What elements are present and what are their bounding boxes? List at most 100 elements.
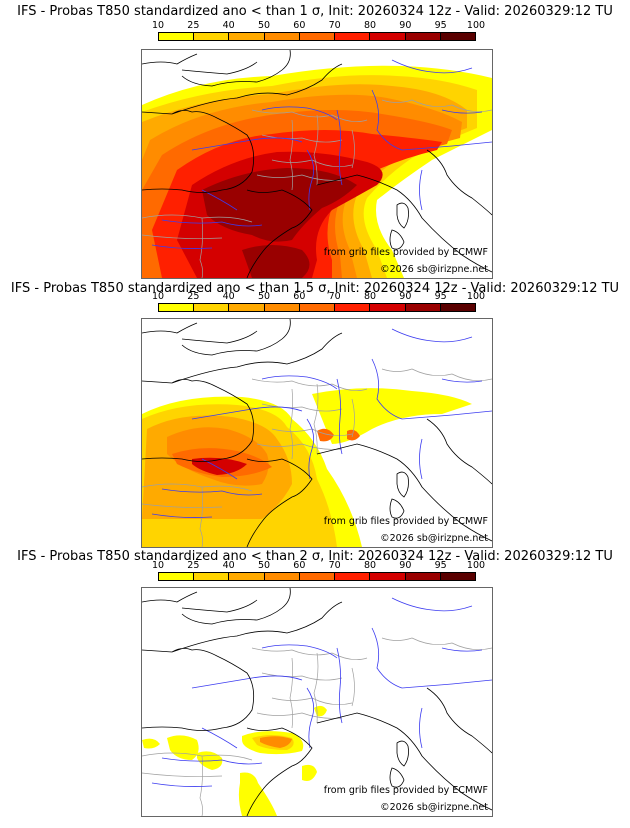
colorbar-tick-label: 10 xyxy=(151,560,165,571)
credit-ecmwf: from grib files provided by ECMWF xyxy=(323,516,488,527)
colorbar-ticks: 10 25 40 50 60 70 80 90 95 100 xyxy=(152,291,485,302)
coastline xyxy=(142,332,492,547)
colorbar-tick-label: 100 xyxy=(466,291,486,302)
colorbar-segment xyxy=(370,304,406,311)
italy-coastline xyxy=(426,149,492,216)
colorbar-segment xyxy=(370,33,406,40)
colorbar-tick-label: 70 xyxy=(328,560,341,571)
colorbar-tick-label: 25 xyxy=(187,291,200,302)
colorbar-tick-label: 90 xyxy=(399,20,412,31)
chart-title: IFS - Probas T850 standardized ano < tha… xyxy=(17,4,613,19)
colorbar-tick-label: 70 xyxy=(328,291,341,302)
colorbar-tick-label: 40 xyxy=(222,291,235,302)
colorbar-tick-label: 10 xyxy=(151,20,165,31)
colorbar-segment xyxy=(299,33,336,40)
credit-ecmwf: from grib files provided by ECMWF xyxy=(323,247,488,258)
colorbar-segment xyxy=(229,304,265,311)
colorbar-ticks: 10 25 40 50 60 70 80 90 95 100 xyxy=(152,20,485,31)
colorbar-segment xyxy=(405,33,441,40)
colorbar-tick-label: 40 xyxy=(222,560,235,571)
map-svg xyxy=(142,588,492,816)
colorbar-tick-label: 10 xyxy=(151,291,165,302)
map-plot: from grib files provided by ECMWF ©2026 … xyxy=(141,587,493,817)
credit-ecmwf: from grib files provided by ECMWF xyxy=(323,785,488,796)
coastline xyxy=(142,601,492,816)
colorbar-tick-label: 100 xyxy=(466,20,486,31)
colorbar-segment xyxy=(194,304,230,311)
colorbar-segment xyxy=(405,573,441,580)
colorbar-tick-label: 70 xyxy=(328,20,341,31)
map-svg xyxy=(142,50,492,278)
colorbar-tick-label: 25 xyxy=(187,560,200,571)
coastline xyxy=(142,63,492,278)
colorbar-tick-label: 60 xyxy=(293,20,306,31)
colorbar xyxy=(158,572,476,581)
colorbar-tick-label: 80 xyxy=(363,20,377,31)
uk-coastline xyxy=(142,50,291,87)
credit-copyright: ©2026 sb@irizpne.net xyxy=(380,533,488,544)
colorbar-tick-label: 40 xyxy=(222,20,235,31)
probability-contour xyxy=(202,168,357,242)
colorbar-segment xyxy=(299,304,336,311)
colorbar-segment xyxy=(159,304,195,311)
colorbar-segment xyxy=(229,573,265,580)
credit-copyright: ©2026 sb@irizpne.net xyxy=(380,264,488,275)
colorbar-segment xyxy=(159,573,195,580)
colorbar-segment xyxy=(405,304,441,311)
colorbar-segment xyxy=(264,304,300,311)
colorbar-tick-label: 60 xyxy=(293,560,306,571)
probability-contour xyxy=(302,764,317,781)
credit-copyright: ©2026 sb@irizpne.net xyxy=(380,802,488,813)
probability-contour xyxy=(317,428,360,442)
colorbar xyxy=(158,32,476,41)
italy-coastline xyxy=(426,687,492,754)
colorbar-tick-label: 50 xyxy=(257,291,271,302)
colorbar xyxy=(158,303,476,312)
map-plot: from grib files provided by ECMWF ©2026 … xyxy=(141,49,493,279)
rivers xyxy=(151,328,492,518)
colorbar-tick-label: 60 xyxy=(293,291,306,302)
map-plot: from grib files provided by ECMWF ©2026 … xyxy=(141,318,493,548)
colorbar-segment xyxy=(299,573,336,580)
italy-coastline xyxy=(426,418,492,485)
probability-contour xyxy=(192,457,247,475)
colorbar-segment xyxy=(264,33,300,40)
chart-title: IFS - Probas T850 standardized ano < tha… xyxy=(10,281,620,296)
colorbar-segment xyxy=(264,573,300,580)
probability-contour xyxy=(142,735,199,760)
colorbar-segment xyxy=(440,33,475,40)
rivers xyxy=(151,597,492,787)
colorbar-tick-label: 80 xyxy=(363,560,377,571)
colorbar-tick-label: 50 xyxy=(257,560,271,571)
colorbar-segment xyxy=(440,573,475,580)
colorbar-ticks: 10 25 40 50 60 70 80 90 95 100 xyxy=(152,560,485,571)
uk-coastline xyxy=(142,588,291,625)
probability-contour xyxy=(242,245,310,278)
map-svg xyxy=(142,319,492,547)
colorbar-segment xyxy=(335,33,371,40)
colorbar-segment xyxy=(194,573,230,580)
colorbar-tick-label: 90 xyxy=(399,560,412,571)
rivers xyxy=(151,59,492,249)
colorbar-segment xyxy=(335,573,371,580)
probability-contour xyxy=(314,705,327,717)
chart-title: IFS - Probas T850 standardized ano < tha… xyxy=(17,549,613,564)
uk-coastline xyxy=(142,319,291,356)
colorbar-segment xyxy=(440,304,475,311)
colorbar-tick-label: 95 xyxy=(434,291,447,302)
corsica-sardinia xyxy=(389,740,409,788)
colorbar-tick-label: 95 xyxy=(434,560,447,571)
colorbar-tick-label: 100 xyxy=(466,560,486,571)
colorbar-tick-label: 50 xyxy=(257,20,271,31)
corsica-sardinia xyxy=(389,471,409,519)
probability-contour xyxy=(238,772,277,816)
colorbar-segment xyxy=(335,304,371,311)
colorbar-segment xyxy=(229,33,265,40)
colorbar-tick-label: 80 xyxy=(363,291,377,302)
probability-contour xyxy=(260,736,292,748)
colorbar-segment xyxy=(194,33,230,40)
colorbar-tick-label: 90 xyxy=(399,291,412,302)
colorbar-tick-label: 25 xyxy=(187,20,200,31)
corsica-sardinia xyxy=(389,202,409,250)
colorbar-segment xyxy=(370,573,406,580)
